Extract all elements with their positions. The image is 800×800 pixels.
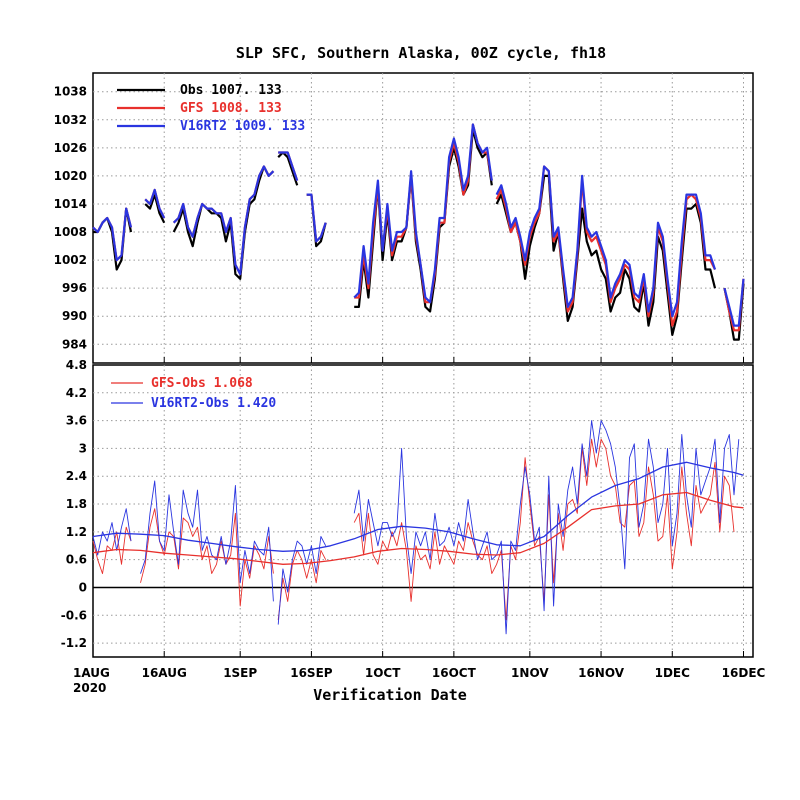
x-tick-label: 16OCT: [432, 666, 477, 680]
bottom-y-tick-label: 3.6: [66, 414, 87, 428]
bottom-y-tick-label: 3: [79, 441, 87, 455]
bottom-gfs-obs-line: [140, 508, 274, 607]
top-panel-grid: [92, 73, 753, 363]
x-tick-label: 16DEC: [722, 666, 766, 680]
top-y-tick-label: 1020: [54, 169, 87, 183]
bottom-panel-series: [92, 420, 744, 635]
x-tick-labels: 1AUG 16AUG 1SEP 16SEP 1OCT 16OCT 1NOV 16NOV 1DEC…: [73, 666, 766, 680]
bottom-y-tick-label: 2.4: [66, 469, 87, 483]
x-tick-label: 16SEP: [290, 666, 333, 680]
top-v16rt2-line: [144, 188, 166, 219]
bottom-gfs-obs-line: [277, 549, 327, 620]
top-y-tick-label: 1002: [54, 253, 87, 267]
top-y-tick-label: 1032: [54, 113, 87, 127]
top-y-tick-label: 984: [62, 337, 87, 351]
bottom-y-tick-label: -1.2: [61, 636, 87, 650]
top-v16rt2-line: [723, 278, 745, 327]
legend-entry: GFS 1008. 133: [180, 101, 282, 116]
bottom-gfs-obs-line: [353, 438, 735, 621]
top-obs-line: [277, 151, 299, 186]
bottom-y-tick-label: 0: [79, 580, 87, 594]
legend-entry: Obs 1007. 133: [180, 83, 282, 98]
top-y-tick-label: 1026: [54, 141, 87, 155]
top-panel-series: [92, 123, 745, 341]
bottom-y-tick-label: -0.6: [61, 608, 87, 622]
top-v16rt2-line: [278, 151, 299, 181]
bottom-y-tick-label: 4.2: [66, 386, 87, 400]
x-tick-label: 1DEC: [655, 666, 691, 680]
top-v16rt2-line: [172, 165, 275, 276]
bottom-v16rt2-obs-line: [92, 508, 132, 556]
x-tick-label: 1SEP: [223, 666, 257, 680]
bottom-v16rt2-obs-line: [277, 536, 327, 625]
bottom-panel-y-tick-labels: 4.8 4.2 3.6 3 2.4 1.8 1.2 0.6 0 -0.6 -1.2: [61, 358, 87, 650]
legend-entry: V16RT2-Obs 1.420: [151, 396, 276, 411]
top-v16rt2-line: [92, 207, 133, 262]
bottom-panel-frame: [92, 364, 754, 658]
chart-title: SLP SFC, Southern Alaska, 00Z cycle, fh1…: [236, 44, 606, 62]
bottom-y-tick-label: 0.6: [66, 553, 87, 567]
top-y-tick-label: 990: [62, 309, 87, 323]
top-y-tick-label: 996: [62, 281, 87, 295]
bottom-y-tick-label: 4.8: [66, 358, 87, 372]
bottom-legend: GFS-Obs 1.068 V16RT2-Obs 1.420: [111, 376, 276, 411]
top-obs-line: [172, 165, 275, 280]
top-panel-y-tick-labels: 1038 1032 1026 1020 1014 1008 1002 996 990 984: [54, 85, 87, 352]
bottom-v16rt2-obs-line: [353, 420, 740, 635]
x-tick-label: 1OCT: [365, 666, 401, 680]
top-v16rt2-line: [495, 165, 717, 318]
x-tick-label: 1AUG: [73, 666, 110, 680]
top-y-tick-label: 1038: [54, 85, 87, 99]
legend-entry: V16RT2 1009. 133: [180, 119, 305, 134]
bottom-v16rt2-obs-mean-line: [92, 461, 744, 552]
top-y-tick-label: 1008: [54, 225, 87, 239]
x-tick-label: 16NOV: [578, 666, 625, 680]
bottom-y-tick-label: 1.2: [66, 525, 87, 539]
bottom-v16rt2-obs-line: [140, 480, 274, 602]
top-v16rt2-line: [353, 123, 493, 304]
x-tick-label: 16AUG: [142, 666, 187, 680]
legend-entry: GFS-Obs 1.068: [151, 376, 253, 391]
x-tick-label: 1NOV: [511, 666, 549, 680]
bottom-y-tick-label: 1.8: [66, 497, 87, 511]
top-legend: Obs 1007. 133 GFS 1008. 133 V16RT2 1009. 1…: [117, 83, 305, 134]
x-axis-label: Verification Date: [313, 686, 467, 704]
top-y-tick-label: 1014: [54, 197, 87, 211]
top-v16rt2-line: [306, 193, 327, 243]
top-obs-line: [144, 193, 166, 224]
top-panel-frame: [92, 72, 754, 364]
x-year-label: 2020: [73, 681, 106, 695]
bottom-gfs-obs-mean-line: [92, 491, 744, 565]
